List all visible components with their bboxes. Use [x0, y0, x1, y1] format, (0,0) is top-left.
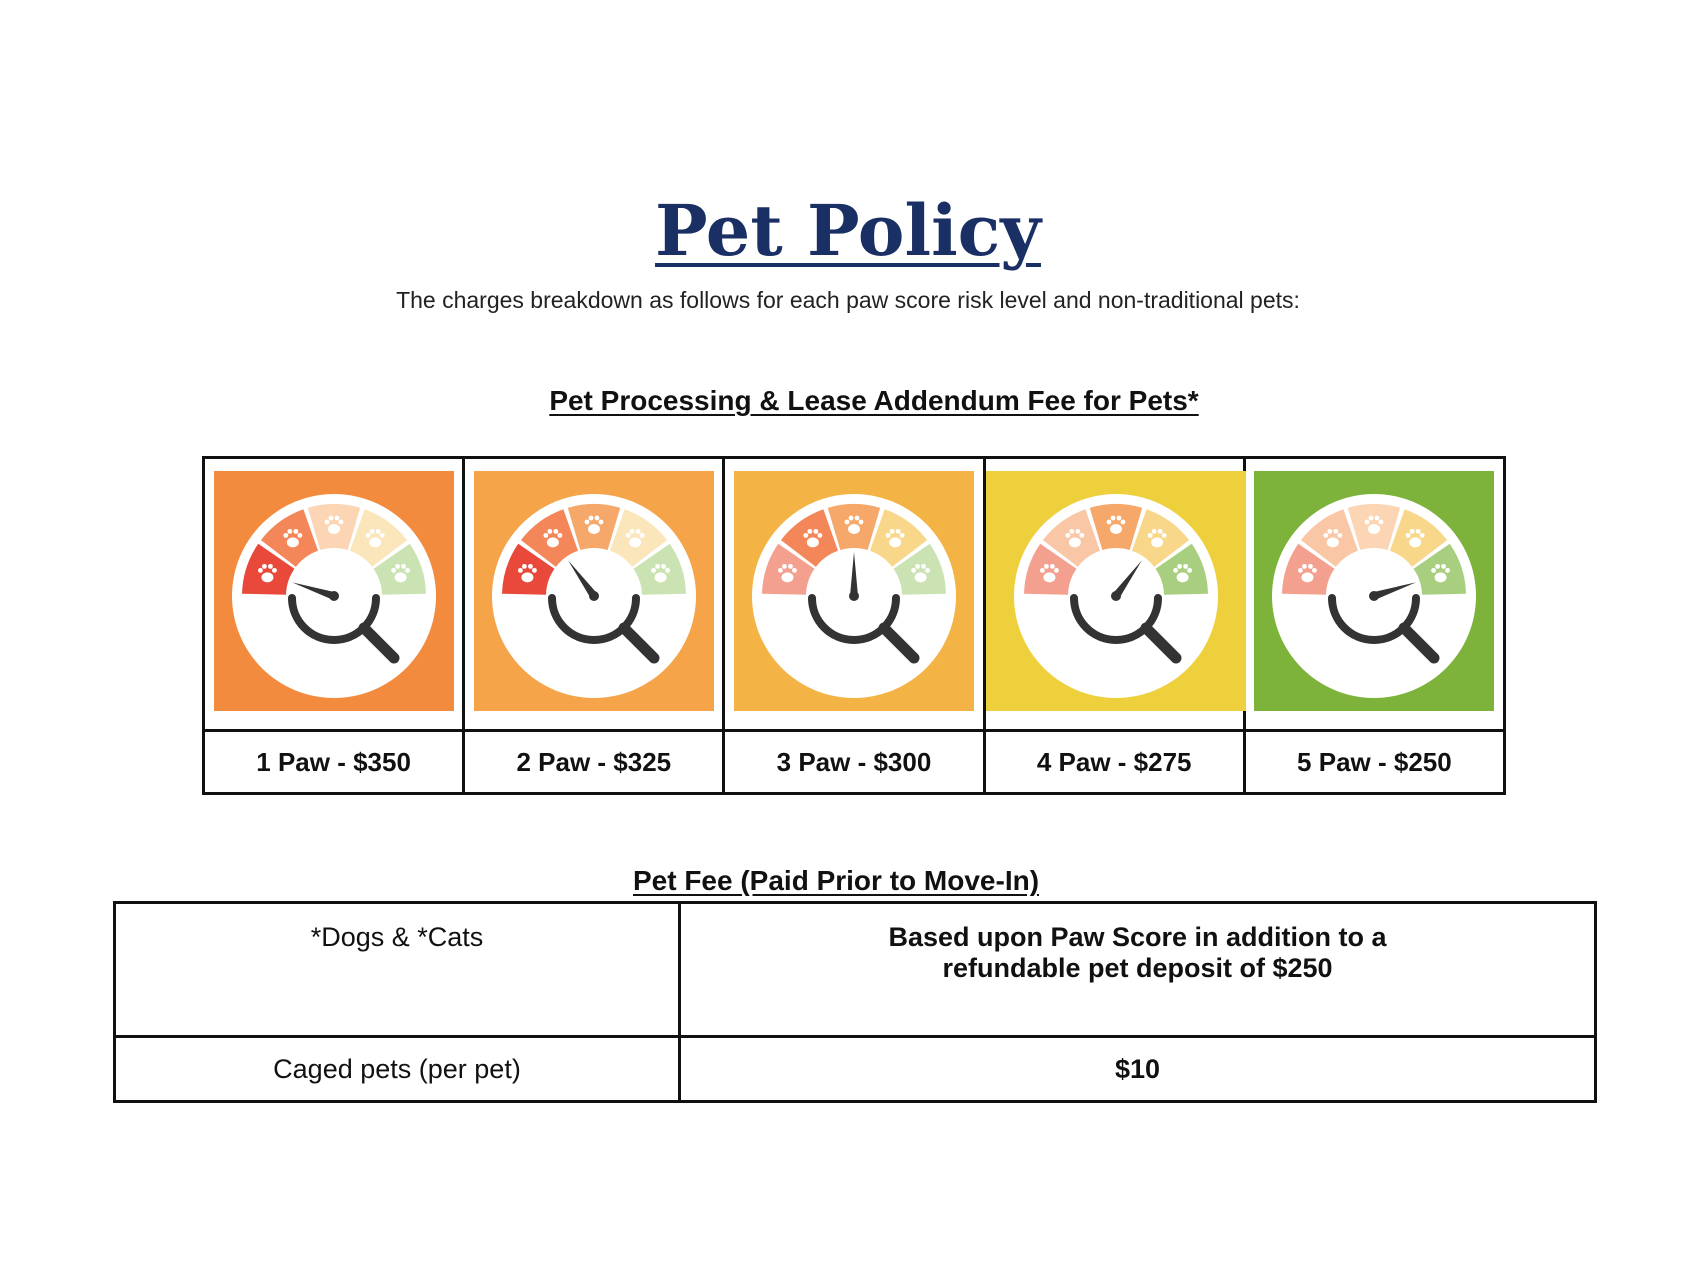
- paw-tier-label: 2 Paw - $325: [462, 729, 726, 795]
- gauge-segment: [761, 543, 815, 595]
- gauge-needle-pivot: [1110, 591, 1121, 601]
- magnifier-icon: [807, 594, 900, 644]
- fee-value-line: Based upon Paw Score in addition to a: [888, 922, 1387, 952]
- gauge-needle: [1112, 560, 1142, 599]
- gauge-segment: [893, 543, 946, 595]
- page-subtitle: The charges breakdown as follows for eac…: [396, 287, 1300, 313]
- magnifier-handle: [1398, 622, 1440, 664]
- paw-icon: [885, 528, 905, 548]
- paw-icon: [777, 563, 797, 583]
- paw-label-row: 1 Paw - $350 2 Paw - $325 3 Paw - $300 4…: [201, 729, 1507, 795]
- paw-icon: [1298, 563, 1318, 583]
- gauge-needle: [1373, 582, 1417, 600]
- gauge-needle-pivot: [588, 591, 599, 601]
- magnifier-icon: [547, 594, 640, 644]
- paw-gauge-row: [201, 456, 1507, 732]
- paw-icon: [1323, 528, 1343, 548]
- paw-icon: [543, 528, 563, 548]
- pet-fee-table: *Dogs & *Cats Based upon Paw Score in ad…: [113, 901, 1597, 1103]
- paw-score-gauge-icon: [733, 471, 974, 711]
- paw-tier-label: 5 Paw - $250: [1242, 729, 1507, 795]
- table-row: *Dogs & *Cats Based upon Paw Score in ad…: [113, 901, 1597, 1038]
- table-row: Caged pets (per pet) $10: [113, 1035, 1597, 1103]
- gauge-needle-pivot: [848, 591, 859, 601]
- fee-value-line: refundable pet deposit of $250: [942, 953, 1333, 983]
- gauge-segment: [1301, 509, 1359, 567]
- gauge-segment: [1390, 509, 1448, 567]
- paw-icon: [1406, 528, 1425, 548]
- gauge-needle-pivot: [328, 591, 339, 601]
- gauge-segment: [633, 543, 686, 595]
- paw-icon: [1172, 563, 1192, 583]
- paw-tier-label: 1 Paw - $350: [201, 729, 466, 795]
- paw-icon: [625, 528, 645, 548]
- magnifier-handle: [358, 622, 400, 664]
- fee-item-label: *Dogs & *Cats: [310, 922, 484, 952]
- gauge-needle: [849, 552, 858, 596]
- paw-tier-2-cell: [462, 456, 726, 732]
- paw-score-gauge-icon: [985, 471, 1246, 711]
- paw-tier-5-cell: [1242, 456, 1507, 732]
- gauge-segment: [1131, 509, 1189, 567]
- fee-value: $10: [1114, 1053, 1161, 1084]
- paw-icon: [1039, 563, 1059, 583]
- page-title: Pet Policy: [655, 189, 1041, 272]
- fee-item-cell: Caged pets (per pet): [113, 1035, 681, 1103]
- gauge-needle-pivot: [1369, 591, 1380, 601]
- paw-score-gauge-icon: [213, 471, 454, 711]
- paw-tier-3-cell: [722, 456, 986, 732]
- processing-fee-heading: Pet Processing & Lease Addendum Fee for …: [549, 385, 1199, 416]
- paw-icon: [1431, 563, 1451, 583]
- paw-icon: [650, 563, 670, 583]
- paw-icon: [584, 515, 604, 534]
- gauge-segment: [349, 509, 407, 567]
- gauge-segment: [373, 543, 426, 595]
- gauge-segment: [780, 509, 838, 567]
- paw-icon: [517, 563, 537, 583]
- fee-value-cell: $10: [678, 1035, 1597, 1103]
- paw-icon: [1106, 515, 1125, 534]
- magnifier-icon: [1069, 594, 1162, 644]
- magnifier-icon: [287, 594, 380, 644]
- paw-icon: [1065, 528, 1084, 548]
- paw-icon: [283, 528, 302, 548]
- fee-value-cell: Based upon Paw Score in addition to a re…: [678, 901, 1597, 1038]
- gauge-segment: [1023, 543, 1077, 595]
- paw-icon: [390, 563, 410, 583]
- magnifier-handle: [1140, 622, 1182, 664]
- paw-tier-label: 4 Paw - $275: [982, 729, 1246, 795]
- gauge-segment: [241, 543, 295, 595]
- paw-tier-label: 3 Paw - $300: [722, 729, 986, 795]
- gauge-segment: [1155, 543, 1208, 595]
- gauge-segment: [1042, 509, 1100, 567]
- gauge-needle: [567, 560, 598, 599]
- gauge-segment: [1282, 543, 1335, 595]
- paw-icon: [844, 515, 864, 534]
- paw-tier-1-cell: [201, 456, 466, 732]
- paw-icon: [1147, 528, 1167, 548]
- gauge-segment: [1413, 543, 1467, 595]
- gauge-segment: [501, 543, 555, 595]
- gauge-needle: [291, 582, 335, 600]
- paw-icon: [324, 515, 343, 534]
- fee-item-cell: *Dogs & *Cats: [113, 901, 681, 1038]
- paw-icon: [257, 563, 277, 583]
- gauge-segment: [609, 509, 667, 567]
- paw-icon: [911, 563, 930, 583]
- paw-icon: [365, 528, 385, 548]
- gauge-segment: [869, 509, 928, 567]
- paw-score-table: 1 Paw - $350 2 Paw - $325 3 Paw - $300 4…: [201, 456, 1507, 795]
- magnifier-icon: [1328, 594, 1421, 644]
- paw-tier-4-cell: [982, 456, 1246, 732]
- magnifier-handle: [878, 622, 920, 664]
- paw-score-gauge-icon: [473, 471, 714, 711]
- paw-icon: [1364, 515, 1384, 534]
- gauge-segment: [520, 509, 578, 567]
- pet-fee-heading: Pet Fee (Paid Prior to Move-In): [632, 865, 1040, 896]
- paw-score-gauge-icon: [1254, 471, 1495, 711]
- paw-icon: [803, 528, 823, 548]
- fee-item-label: Caged pets (per pet): [273, 1053, 521, 1084]
- gauge-segment: [260, 509, 318, 567]
- magnifier-handle: [618, 622, 660, 664]
